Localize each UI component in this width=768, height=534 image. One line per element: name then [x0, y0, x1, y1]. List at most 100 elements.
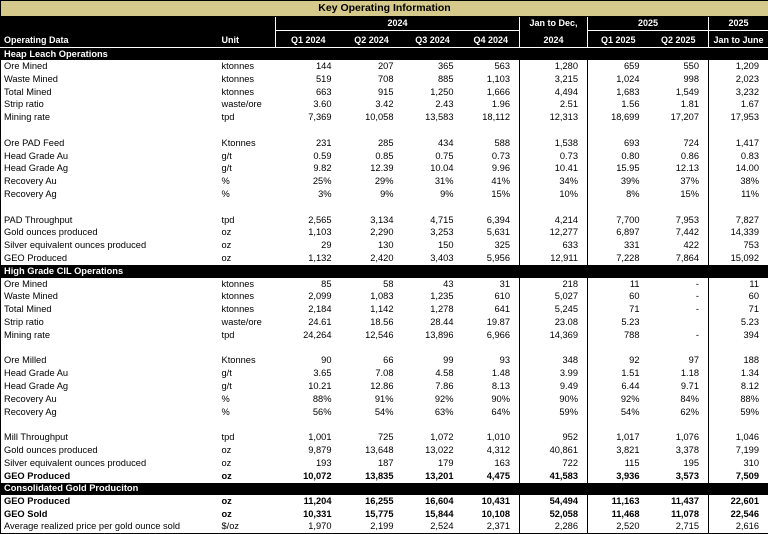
cell-value [341, 124, 403, 137]
cell-value: 92% [588, 393, 649, 406]
cell-value: 88% [276, 393, 341, 406]
cell-value: 97 [649, 355, 709, 368]
cell-value: 1,103 [276, 227, 341, 240]
cell-value: 163 [463, 457, 520, 470]
cell-value: 693 [588, 137, 649, 150]
cell-value: 7.08 [341, 367, 403, 380]
cell-value: 2,715 [649, 521, 709, 534]
row-unit: $/oz [216, 521, 276, 534]
row-unit: ktonnes [216, 291, 276, 304]
q4-2024-column-header: Q4 2024 [463, 31, 520, 48]
cell-value [520, 201, 588, 214]
cell-value: 0.75 [403, 150, 463, 163]
cell-value: 659 [588, 60, 649, 73]
cell-value: - [649, 291, 709, 304]
cell-value: 13,201 [403, 470, 463, 483]
row-unit: tpd [216, 329, 276, 342]
row-label: Total Mined [1, 303, 216, 316]
operating-data-column-header: Operating Data [1, 31, 216, 48]
cell-value: 1.34 [709, 367, 768, 380]
cell-value: 2,520 [588, 521, 649, 534]
cell-value: 1,549 [649, 86, 709, 99]
row-unit [216, 419, 276, 432]
cell-value: 10,108 [463, 508, 520, 521]
row-label: Silver equivalent ounces produced [1, 457, 216, 470]
cell-value: 14,339 [709, 227, 768, 240]
section-header: Consolidated Gold Produciton [1, 483, 768, 496]
cell-value: 5,027 [520, 291, 588, 304]
row-label: Ore Mined [1, 278, 216, 291]
cell-value: 10,058 [341, 111, 403, 124]
cell-value [341, 342, 403, 355]
cell-value: 11,468 [588, 508, 649, 521]
cell-value: 1,209 [709, 60, 768, 73]
row-label: Mining rate [1, 329, 216, 342]
cell-value: 641 [463, 303, 520, 316]
cell-value [520, 342, 588, 355]
cell-value: 18,112 [463, 111, 520, 124]
cell-value: 38% [709, 175, 768, 188]
year-2024-group-header: 2024 [276, 17, 520, 31]
cell-value: 37% [649, 175, 709, 188]
cell-value: 41,583 [520, 470, 588, 483]
cell-value [403, 342, 463, 355]
cell-value: 22,546 [709, 508, 768, 521]
cell-value: 9.96 [463, 163, 520, 176]
cell-value: 3,232 [709, 86, 768, 99]
cell-value: 1,250 [403, 86, 463, 99]
cell-value: 8.12 [709, 380, 768, 393]
cell-value: 59% [709, 406, 768, 419]
cell-value: 0.86 [649, 150, 709, 163]
cell-value: 16,604 [403, 495, 463, 508]
cell-value: 29 [276, 239, 341, 252]
cell-value: 15% [649, 188, 709, 201]
cell-value: 15.95 [588, 163, 649, 176]
cell-value: 18,699 [588, 111, 649, 124]
cell-value [520, 124, 588, 137]
cell-value: 1,076 [649, 431, 709, 444]
cell-value: 91% [341, 393, 403, 406]
cell-value: 724 [649, 137, 709, 150]
cell-value: 310 [709, 457, 768, 470]
cell-value: 11% [709, 188, 768, 201]
cell-value: 10,331 [276, 508, 341, 521]
row-label: Gold ounces produced [1, 444, 216, 457]
cell-value [649, 201, 709, 214]
cell-value [649, 419, 709, 432]
cell-value: 90 [276, 355, 341, 368]
cell-value: 325 [463, 239, 520, 252]
cell-value: 1,280 [520, 60, 588, 73]
cell-value: 29% [341, 175, 403, 188]
row-unit: tpd [216, 214, 276, 227]
row-label: GEO Produced [1, 252, 216, 265]
cell-value: 3,821 [588, 444, 649, 457]
cell-value: 9.71 [649, 380, 709, 393]
cell-value: 115 [588, 457, 649, 470]
cell-value: 54,494 [520, 495, 588, 508]
cell-value: 9% [403, 188, 463, 201]
cell-value: 788 [588, 329, 649, 342]
cell-value: 3,134 [341, 214, 403, 227]
table-title: Key Operating Information [1, 1, 768, 17]
cell-value: 54% [341, 406, 403, 419]
title-row: Key Operating Information [1, 1, 768, 17]
cell-value: 708 [341, 73, 403, 86]
cell-value: 1,103 [463, 73, 520, 86]
row-unit: g/t [216, 367, 276, 380]
cell-value [341, 419, 403, 432]
row-label [1, 419, 216, 432]
row-unit: waste/ore [216, 99, 276, 112]
cell-value: 1,278 [403, 303, 463, 316]
cell-value: 13,648 [341, 444, 403, 457]
cell-value: 34% [520, 175, 588, 188]
cell-value: - [649, 303, 709, 316]
row-unit: g/t [216, 163, 276, 176]
